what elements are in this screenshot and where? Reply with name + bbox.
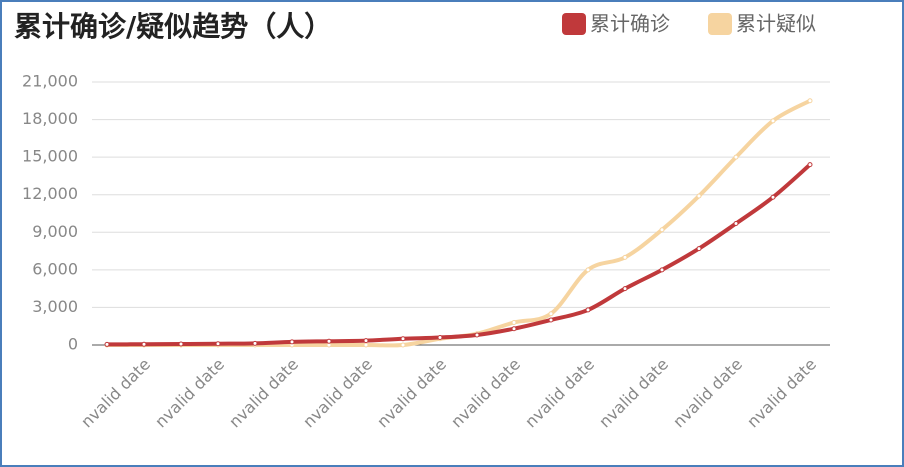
point — [104, 341, 110, 347]
point — [511, 319, 517, 325]
y-tick-label: 9,000 — [32, 222, 78, 241]
point — [696, 193, 702, 199]
y-tick-label: 12,000 — [22, 184, 78, 203]
point — [141, 341, 147, 347]
y-tick-label: 0 — [68, 335, 78, 354]
legend-swatch — [562, 13, 586, 35]
point — [770, 194, 776, 200]
point — [326, 338, 332, 344]
point — [659, 267, 665, 273]
y-tick-label: 6,000 — [32, 259, 78, 278]
point — [252, 340, 258, 346]
y-tick-label: 15,000 — [22, 147, 78, 166]
y-tick-label: 18,000 — [22, 109, 78, 128]
point — [548, 311, 554, 317]
point — [622, 286, 628, 292]
y-tick-label: 3,000 — [32, 297, 78, 316]
point — [511, 326, 517, 332]
line — [105, 162, 812, 347]
legend-label: 累计确诊 — [590, 12, 670, 36]
point — [585, 267, 591, 273]
point — [437, 334, 443, 340]
point — [178, 341, 184, 347]
legend-swatch — [708, 13, 732, 35]
point — [215, 341, 221, 347]
chart-title: 累计确诊/疑似趋势（人） — [14, 10, 332, 43]
point — [400, 336, 406, 342]
point — [659, 227, 665, 233]
point — [474, 332, 480, 338]
point — [807, 98, 813, 104]
legend-label: 累计疑似 — [736, 12, 816, 36]
point — [585, 307, 591, 313]
point — [733, 221, 739, 227]
point — [289, 339, 295, 345]
y-tick-label: 21,000 — [22, 72, 78, 91]
point — [363, 342, 369, 348]
point — [622, 254, 628, 260]
point — [548, 317, 554, 323]
point — [733, 154, 739, 160]
point — [770, 118, 776, 124]
point — [400, 342, 406, 348]
point — [363, 338, 369, 344]
point — [807, 162, 813, 168]
point — [696, 246, 702, 252]
